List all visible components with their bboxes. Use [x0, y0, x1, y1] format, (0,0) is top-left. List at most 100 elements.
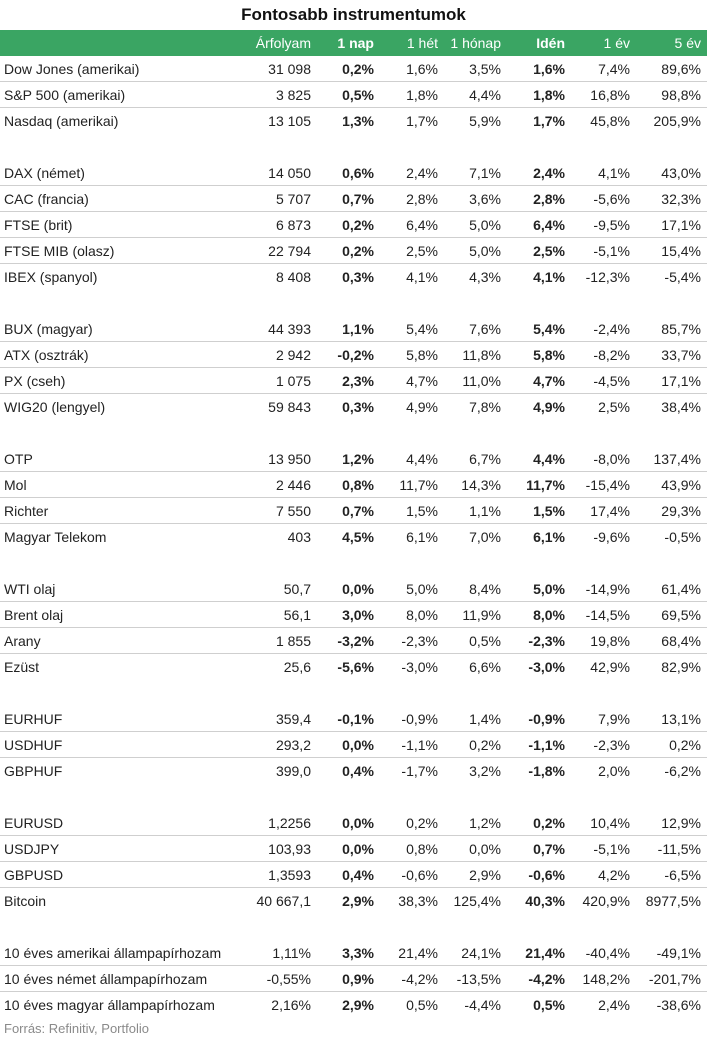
cell-1-year: -40,4%	[585, 944, 630, 961]
table-row: Mol 2 446 0,8% 11,7% 14,3% 11,7% -15,4% 43,9%	[0, 472, 707, 498]
cell-price: 40 667,1	[256, 893, 312, 909]
cell-ytd: 5,0%	[533, 580, 565, 597]
cell-1-month: 3,5%	[469, 60, 501, 77]
cell-1-week: 11,7%	[399, 476, 438, 493]
cell-1-year: 4,1%	[598, 164, 630, 181]
cell-ytd: -0,6%	[528, 866, 565, 883]
table-row: PX (cseh) 1 075 2,3% 4,7% 11,0% 4,7% -4,5% 17,1…	[0, 368, 707, 394]
table-row: 10 éves amerikai állampapírhozam 1,11% 3,3…	[0, 940, 707, 966]
cell-1-year: -9,5%	[593, 216, 630, 233]
cell-5-year: 82,9%	[661, 659, 701, 675]
header-ytd: Idén	[536, 35, 565, 51]
cell-5-year: 15,4%	[661, 242, 701, 259]
cell-price: 3 825	[275, 86, 311, 103]
cell-5-year: 89,6%	[661, 60, 701, 77]
cell-1-year: -14,9%	[585, 580, 630, 597]
cell-1-day: -0,1%	[337, 710, 374, 727]
cell-1-year: -14,5%	[585, 606, 630, 623]
cell-price: 103,93	[268, 840, 311, 857]
cell-name: 10 éves német állampapírhozam	[4, 970, 208, 987]
cell-1-year: 42,9%	[590, 659, 630, 675]
table-header: Árfolyam 1 nap 1 hét 1 hónap Idén 1 év 5…	[0, 30, 707, 56]
cell-ytd: 4,9%	[533, 399, 565, 415]
cell-price: 2,16%	[271, 997, 311, 1013]
cell-ytd: 11,7%	[526, 476, 565, 493]
cell-ytd: -2,3%	[528, 632, 565, 649]
table-title: Fontosabb instrumentumok	[241, 5, 466, 24]
cell-name: USDJPY	[4, 840, 60, 857]
cell-5-year: 205,9%	[653, 113, 701, 129]
cell-1-day: -3,2%	[337, 632, 374, 649]
cell-ytd: 40,3%	[525, 893, 565, 909]
cell-5-year: -49,1%	[656, 944, 701, 961]
cell-name: Ezüst	[4, 659, 40, 675]
cell-5-year: 17,1%	[661, 216, 701, 233]
cell-price: 22 794	[268, 242, 311, 259]
cell-name: Brent olaj	[4, 606, 64, 623]
cell-1-year: -5,6%	[593, 190, 630, 207]
cell-1-month: 5,0%	[469, 216, 501, 233]
cell-1-month: 11,0%	[462, 372, 501, 389]
cell-1-day: 0,2%	[342, 60, 374, 77]
cell-1-month: 125,4%	[453, 893, 501, 909]
cell-1-month: 4,3%	[469, 269, 501, 285]
table-row: S&P 500 (amerikai) 3 825 0,5% 1,8% 4,4% 1,8% 1…	[0, 82, 707, 108]
header-5-year: 5 év	[674, 35, 701, 51]
cell-1-year: -9,6%	[593, 529, 630, 545]
cell-5-year: 38,4%	[661, 399, 701, 415]
cell-ytd: 8,0%	[533, 606, 565, 623]
table-row: EURHUF 359,4 -0,1% -0,9% 1,4% -0,9% 7,9% 13,1%	[0, 706, 707, 732]
table-row: CAC (francia) 5 707 0,7% 2,8% 3,6% 2,8% -5,6% 3…	[0, 186, 707, 212]
cell-5-year: 32,3%	[661, 190, 701, 207]
group-spacer	[0, 680, 707, 706]
table-body: Dow Jones (amerikai) 31 098 0,2% 1,6% 3,5% 1,…	[0, 56, 707, 1018]
table-row: Dow Jones (amerikai) 31 098 0,2% 1,6% 3,5% 1,…	[0, 56, 707, 82]
cell-1-week: 8,0%	[406, 606, 438, 623]
cell-1-year: -8,0%	[593, 450, 630, 467]
cell-price: 6 873	[275, 216, 311, 233]
cell-5-year: 33,7%	[661, 346, 701, 363]
cell-1-year: 45,8%	[590, 113, 630, 129]
cell-name: ATX (osztrák)	[4, 346, 89, 363]
cell-5-year: 17,1%	[661, 372, 701, 389]
cell-price: 13 950	[268, 450, 311, 467]
cell-1-year: -12,3%	[585, 269, 630, 285]
group-spacer	[0, 134, 707, 160]
cell-name: DAX (német)	[4, 164, 85, 181]
cell-1-month: 0,2%	[469, 736, 501, 753]
cell-5-year: -6,5%	[664, 866, 701, 883]
cell-1-month: 2,9%	[469, 866, 501, 883]
cell-1-year: -5,1%	[593, 840, 630, 857]
group-spacer	[0, 420, 707, 446]
cell-5-year: 0,2%	[669, 736, 701, 753]
cell-1-week: 21,4%	[398, 944, 438, 961]
table-row: 10 éves magyar állampapírhozam 2,16% 2,9% 0…	[0, 992, 707, 1018]
cell-1-month: 0,5%	[469, 632, 501, 649]
cell-1-day: 0,7%	[342, 502, 374, 519]
cell-1-year: 19,8%	[590, 632, 630, 649]
cell-1-month: 3,2%	[469, 763, 501, 779]
cell-1-month: 1,1%	[469, 502, 501, 519]
cell-1-month: 14,3%	[461, 476, 501, 493]
cell-5-year: 8977,5%	[645, 893, 701, 909]
cell-1-day: 3,3%	[342, 944, 374, 961]
cell-1-day: 0,4%	[342, 866, 374, 883]
source-note: Forrás: Refinitiv, Portfolio	[4, 1021, 149, 1036]
header-1-month: 1 hónap	[450, 35, 501, 51]
cell-1-month: 7,6%	[469, 320, 501, 337]
table-row: ATX (osztrák) 2 942 -0,2% 5,8% 11,8% 5,8% -8,2…	[0, 342, 707, 368]
cell-5-year: 13,1%	[661, 710, 701, 727]
cell-1-week: -2,3%	[401, 632, 438, 649]
cell-1-month: 1,2%	[469, 814, 501, 831]
cell-1-day: 0,6%	[342, 164, 374, 181]
cell-ytd: -4,2%	[528, 970, 565, 987]
header-1-year: 1 év	[603, 35, 630, 51]
cell-price: 13 105	[268, 113, 311, 129]
cell-1-month: 4,4%	[469, 86, 501, 103]
header-1-week: 1 hét	[406, 35, 438, 51]
cell-1-month: 11,9%	[462, 606, 501, 623]
cell-5-year: 85,7%	[661, 320, 701, 337]
cell-1-day: 0,9%	[342, 970, 374, 987]
cell-5-year: 43,0%	[661, 164, 701, 181]
cell-1-month: -13,5%	[456, 970, 501, 987]
